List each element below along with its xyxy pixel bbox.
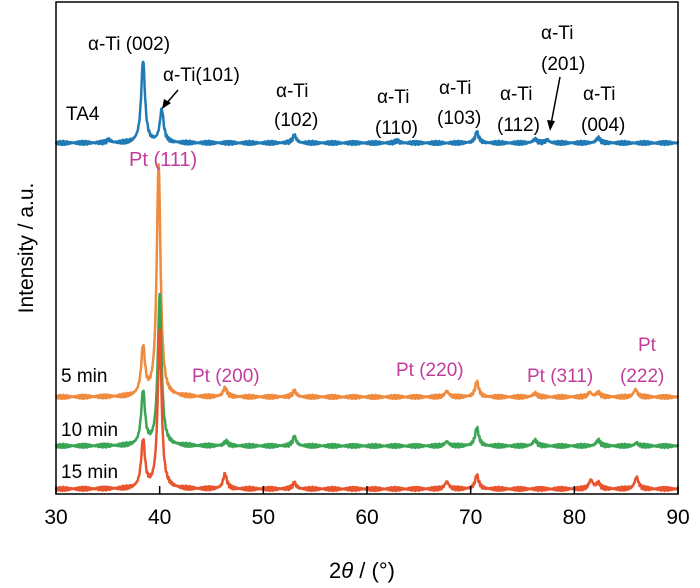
series-line-10-min [54,292,680,450]
ti-004-label-line1: α-Ti [583,84,615,105]
x-tick-label-50: 50 [252,506,275,529]
series-line-5-min [54,163,680,401]
series-label-ta4: TA4 [66,104,100,125]
x-tick-label-40: 40 [148,506,171,529]
x-tick-label-60: 60 [355,506,378,529]
x-axis-label-unit: / (°) [353,558,395,583]
ti-110-label-line1: α-Ti [377,87,409,108]
ti-201-arrowhead [547,120,555,131]
series-line-ta4 [54,60,680,147]
pt-311-label: Pt (311) [527,366,593,387]
ti-103-label-line2: (103) [437,108,481,129]
series-label-10min: 10 min [61,420,118,441]
ti-201-label-line1: α-Ti [541,23,573,44]
ti-103-label-line1: α-Ti [439,78,471,99]
ti-201-arrow [550,76,561,125]
series-labels: TA4 5 min 10 min 15 min [61,104,118,483]
ti-002-label: α-Ti (002) [88,34,170,55]
ti-102-label-line2: (102) [274,110,318,131]
ti-201-label-line2: (201) [541,54,585,75]
peak-annotations: α-Ti (002) α-Ti(101) α-Ti (102) α-Ti (11… [88,23,664,387]
x-axis-ticks: 30 40 50 60 70 80 90 [44,486,690,529]
ti-102-label-line1: α-Ti [276,81,308,102]
x-axis-label: 2θ / (°) [329,558,395,583]
pt-220-label: Pt (220) [396,360,464,381]
x-tick-label-30: 30 [44,506,67,529]
plot-frame [55,1,679,495]
ti-004-label-line2: (004) [581,115,625,136]
ti-101-label: α-Ti(101) [163,65,240,86]
x-axis-label-prefix: 2 [329,558,341,583]
ti-110-label-line2: (110) [375,118,418,139]
x-tick-label-70: 70 [459,506,482,529]
ti-112-label-line2: (112) [497,115,540,136]
ti-101-arrowhead [162,99,171,109]
x-axis-label-theta: θ [341,558,353,583]
plot-area: 30 40 50 60 70 80 90 [44,1,690,529]
pt-222-label-line2: (222) [620,366,664,387]
x-tick-label-80: 80 [563,506,586,529]
ti-112-label-line1: α-Ti [500,84,532,105]
pt-111-label: Pt (111) [129,149,197,171]
x-tick-label-90: 90 [666,506,689,529]
series-label-5min: 5 min [61,366,107,387]
pt-200-label: Pt (200) [192,366,260,387]
series-label-15min: 15 min [61,462,118,483]
pt-222-label-line1: Pt [638,335,657,356]
y-axis-label: Intensity / a.u. [15,183,38,314]
series-line-15-min [54,328,680,493]
